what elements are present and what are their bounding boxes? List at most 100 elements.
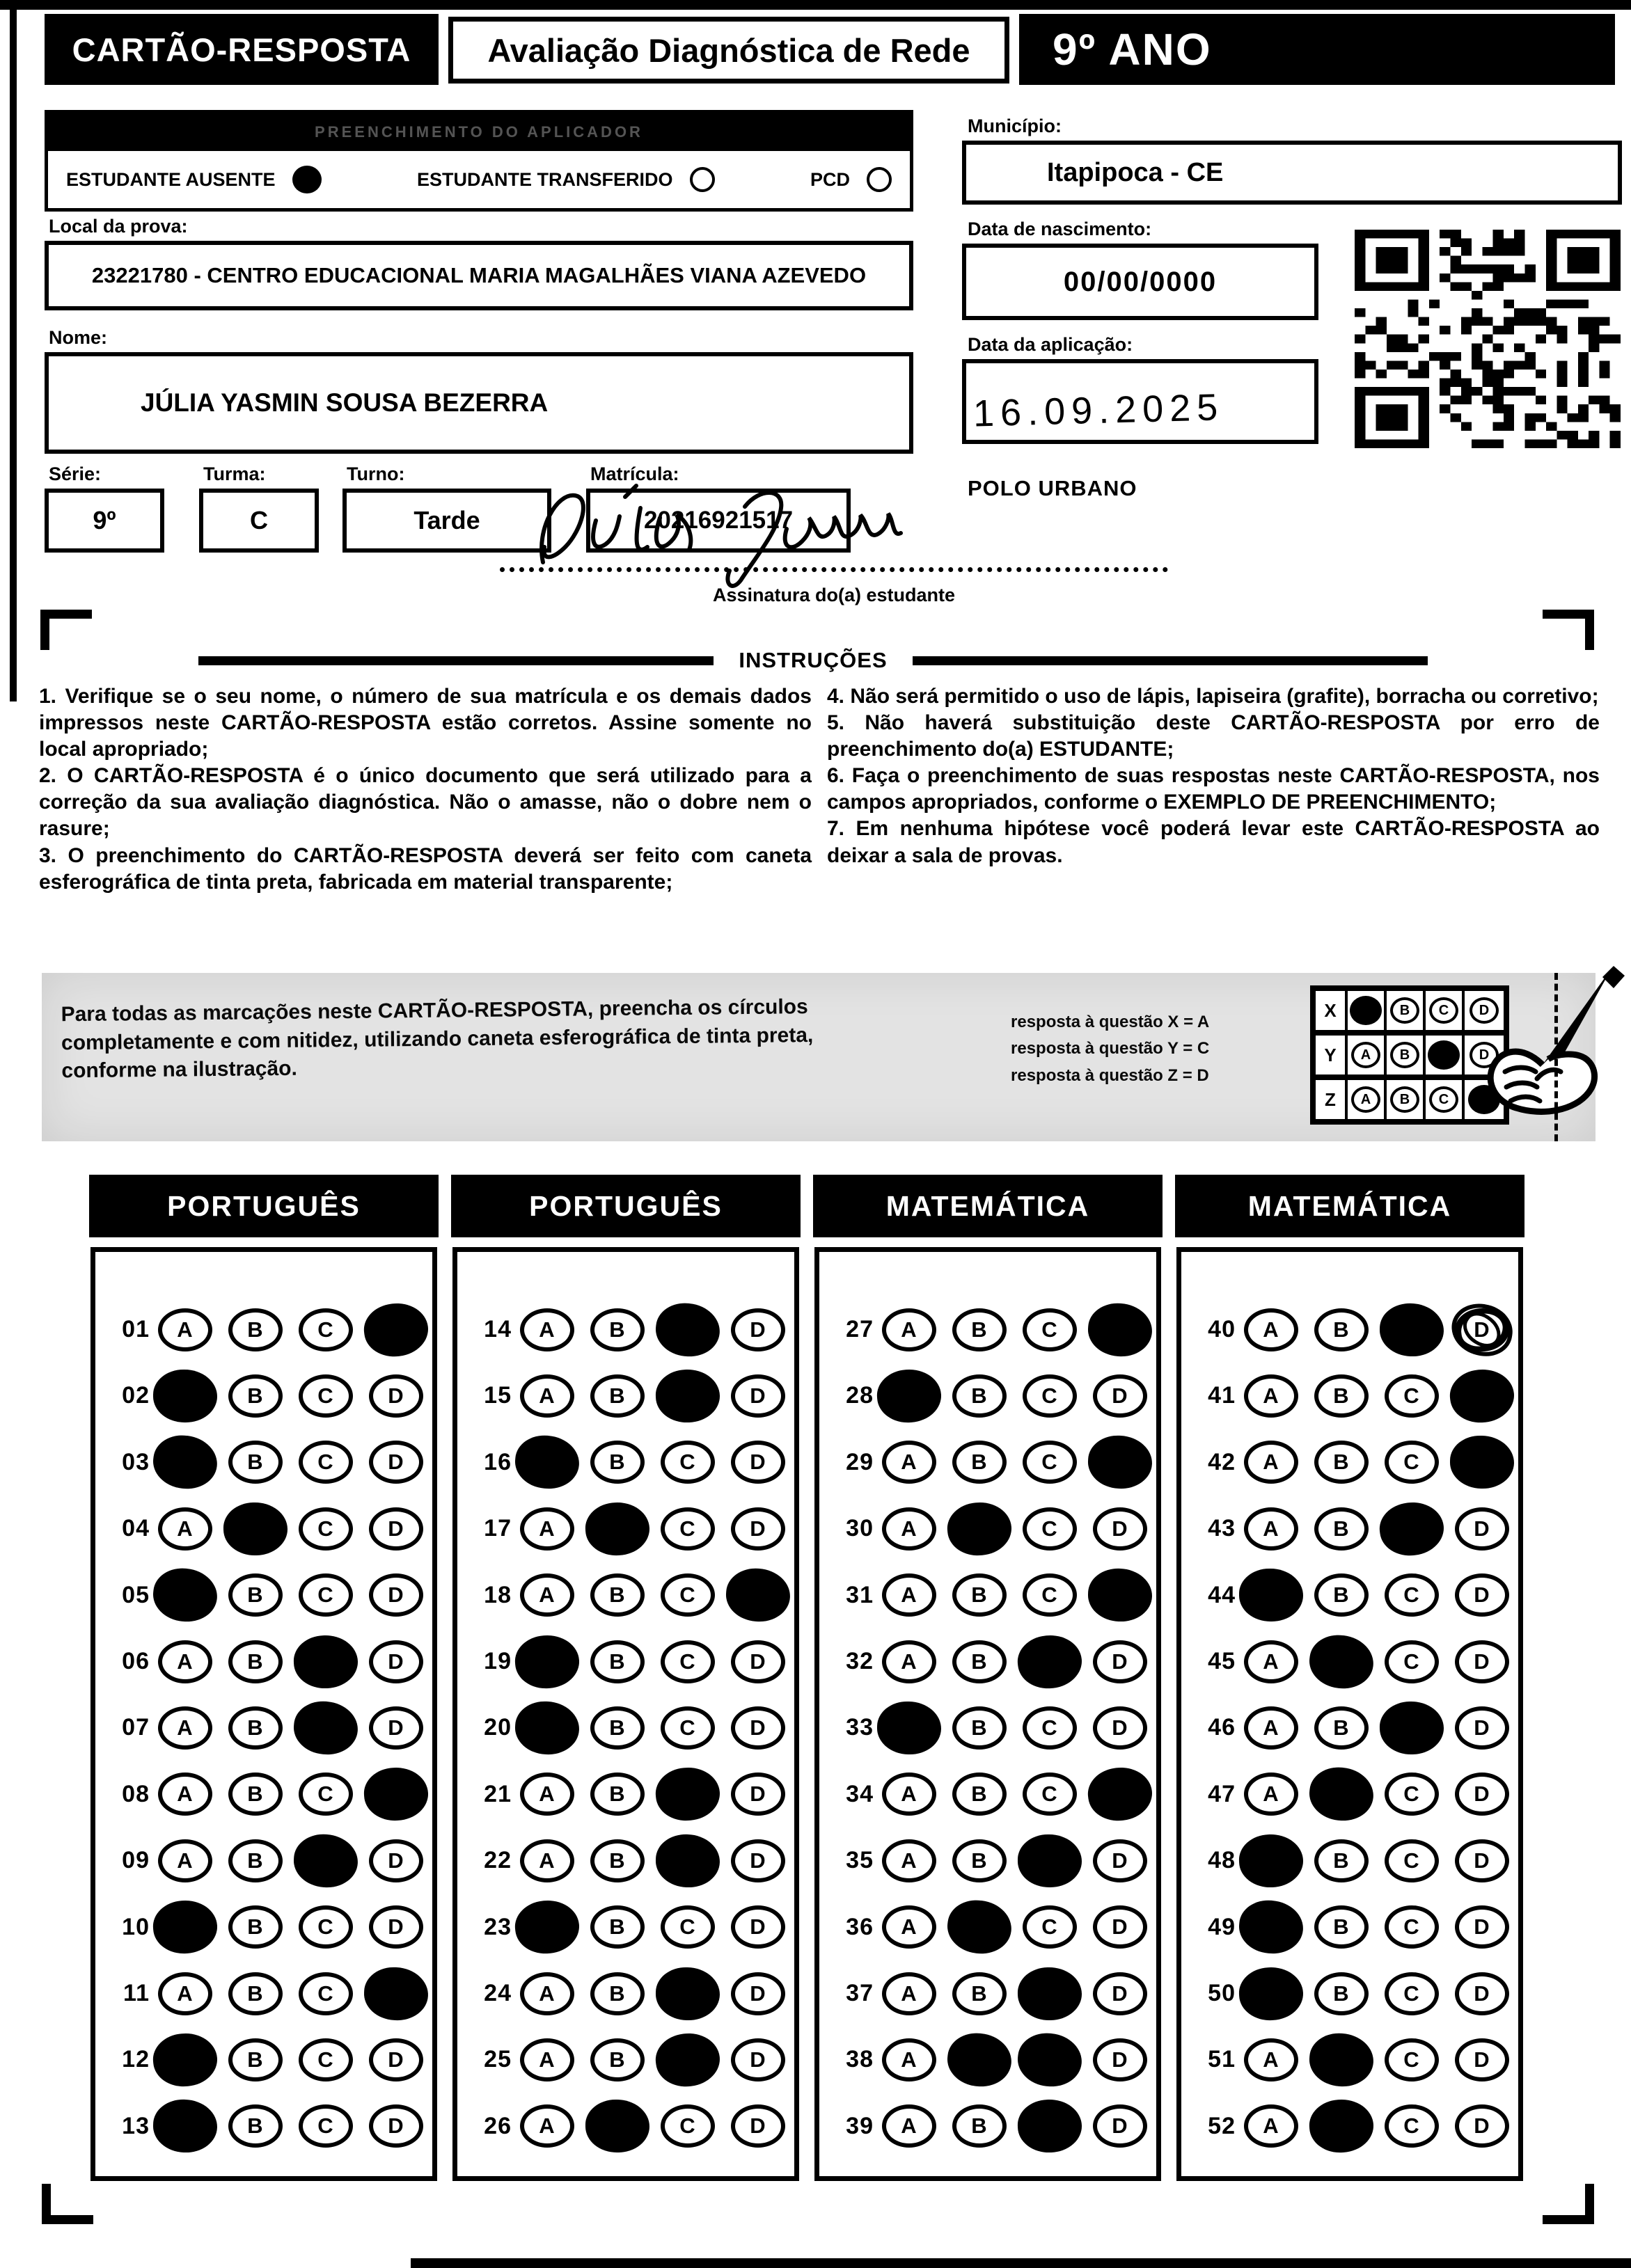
answer-bubble: B [590, 1972, 645, 2015]
filled-bubble [1086, 1434, 1153, 1491]
answer-cell: D [1085, 1507, 1155, 1551]
answer-cell: B [944, 2104, 1014, 2148]
question-row: 22 A B D [457, 1827, 794, 1894]
answer-cell: D [723, 1905, 793, 1949]
question-number: 12 [122, 2046, 150, 2073]
answer-cell: A [874, 1773, 944, 1816]
local-value: 23221780 - CENTRO EDUCACIONAL MARIA MAGA… [45, 241, 913, 310]
answer-bubble: D [1470, 997, 1499, 1024]
filled-bubble [1376, 1498, 1447, 1560]
answer-bubble: C [1429, 997, 1458, 1024]
answer-bubble: D [368, 1839, 423, 1882]
answer-column: PORTUGUÊS 01 A B C 02 B C D 03 B C D 04 A C D 05 B C D 06 A B D… [89, 1175, 439, 2181]
answer-bubble: A [1243, 1507, 1298, 1551]
answer-cell: C [1014, 1905, 1085, 1949]
answer-bubble: B [228, 2038, 283, 2081]
instructions-title: INSTRUÇÕES [739, 648, 888, 672]
answer-bubble: D [730, 2104, 785, 2148]
filled-bubble [152, 1369, 217, 1422]
answer-bubble: B [952, 1839, 1007, 1882]
answer-bubble: D [730, 1374, 785, 1418]
question-row: 18 A B C [457, 1562, 794, 1628]
question-row: 21 A B D [457, 1761, 794, 1827]
question-number: 25 [484, 2046, 512, 2073]
question-row: 15 A B D [457, 1363, 794, 1429]
answer-bubble: A [881, 1972, 936, 2015]
question-row: 39 A B D [819, 2093, 1156, 2159]
answer-bubble: C [1022, 1573, 1077, 1617]
answer-bubble: C [660, 1640, 715, 1683]
matricula-label: Matrícula: [590, 463, 679, 484]
answer-bubble: D [1092, 1640, 1147, 1683]
answer-bubble: B [1314, 1573, 1369, 1617]
answer-cell: D [1085, 1706, 1155, 1750]
answer-cell: A [150, 1972, 220, 2015]
filled-bubble [1085, 1763, 1155, 1825]
applicator-option-label: ESTUDANTE AUSENTE [66, 168, 276, 190]
answer-cell: B [220, 1839, 290, 1882]
empty-bubble [689, 167, 715, 192]
question-number: 06 [122, 1648, 150, 1674]
answer-bubble: D [368, 1441, 423, 1484]
answer-bubble: D [1454, 1706, 1509, 1750]
answer-cell: A [874, 1507, 944, 1551]
answer-cell: D [723, 1640, 793, 1683]
answer-bubble: B [590, 2038, 645, 2081]
answer-bubble: A [519, 1773, 574, 1816]
column-grid: 14 A B D 15 A B D 16 B C D 17 A C D 18 A B C 19 B C D 20 B C D 21 A B D… [452, 1247, 799, 2181]
answer-bubble: B [228, 1573, 283, 1617]
filled-bubble [1014, 2030, 1085, 2090]
answer-cell: C [1376, 1839, 1447, 1882]
question-row: 45 A C D [1181, 1628, 1518, 1695]
student-signature [539, 484, 903, 588]
answer-cell: C [1014, 1374, 1085, 1418]
answer-bubble: A [1243, 1308, 1298, 1351]
answer-bubble: B [1314, 1374, 1369, 1418]
answer-bubble: C [1022, 1507, 1077, 1551]
question-number: 43 [1208, 1515, 1236, 1542]
question-number: 50 [1208, 1980, 1236, 2006]
answer-cell: A [150, 1839, 220, 1882]
answer-cell: B [582, 1839, 652, 1882]
answer-cell [1014, 2030, 1085, 2090]
answer-bubble: C [660, 1905, 715, 1949]
filled-bubble [583, 1500, 651, 1557]
answer-cell: B [220, 1773, 290, 1816]
filled-bubble [585, 2100, 649, 2153]
question-row: 16 B C D [457, 1429, 794, 1496]
question-number: 28 [846, 1382, 874, 1409]
question-number: 44 [1208, 1581, 1236, 1608]
answer-bubble: B [590, 1441, 645, 1484]
answer-cell: D [1447, 1972, 1517, 2015]
answer-cell [652, 2029, 723, 2091]
filled-bubble [1237, 1965, 1305, 2022]
answer-bubble: C [298, 1507, 353, 1551]
answer-bubble: C [1022, 1441, 1077, 1484]
answer-cell: C [1014, 1773, 1085, 1816]
question-row: 29 A B C [819, 1429, 1156, 1496]
answer-bubble: A [881, 1507, 936, 1551]
question-number: 23 [484, 1913, 512, 1940]
answer-bubble: B [1314, 1441, 1369, 1484]
example-cell: A [1348, 1080, 1387, 1119]
answer-cell [652, 1368, 723, 1424]
card-title: CARTÃO-RESPOSTA [45, 14, 439, 85]
answer-bubble: B [1314, 1905, 1369, 1949]
answer-bubble: A [1243, 1441, 1298, 1484]
answer-cell: B [220, 1640, 290, 1683]
answer-cell: C [1376, 2038, 1447, 2081]
answer-bubble: B [590, 1839, 645, 1882]
question-number: 08 [122, 1780, 150, 1807]
answer-bubble: A [519, 2038, 574, 2081]
answer-column: MATEMÁTICA 27 A B C 28 B C D 29 A B C 30 A C D 31 A B C 32 A B… [813, 1175, 1163, 2181]
answer-cell: D [361, 1706, 431, 1750]
answer-cell [361, 1299, 431, 1360]
answer-bubble: D [368, 1507, 423, 1551]
applicator-options: ESTUDANTE AUSENTE ESTUDANTE TRANSFERIDO PC… [48, 151, 910, 208]
answer-cell: C [1014, 1706, 1085, 1750]
filled-bubble [1307, 2031, 1376, 2089]
answer-bubble: C [660, 1441, 715, 1484]
answer-cell [512, 1633, 582, 1690]
column-grid: 01 A B C 02 B C D 03 B C D 04 A C D 05 B C D 06 A B D 07 A B D 08 A B C… [90, 1247, 437, 2181]
